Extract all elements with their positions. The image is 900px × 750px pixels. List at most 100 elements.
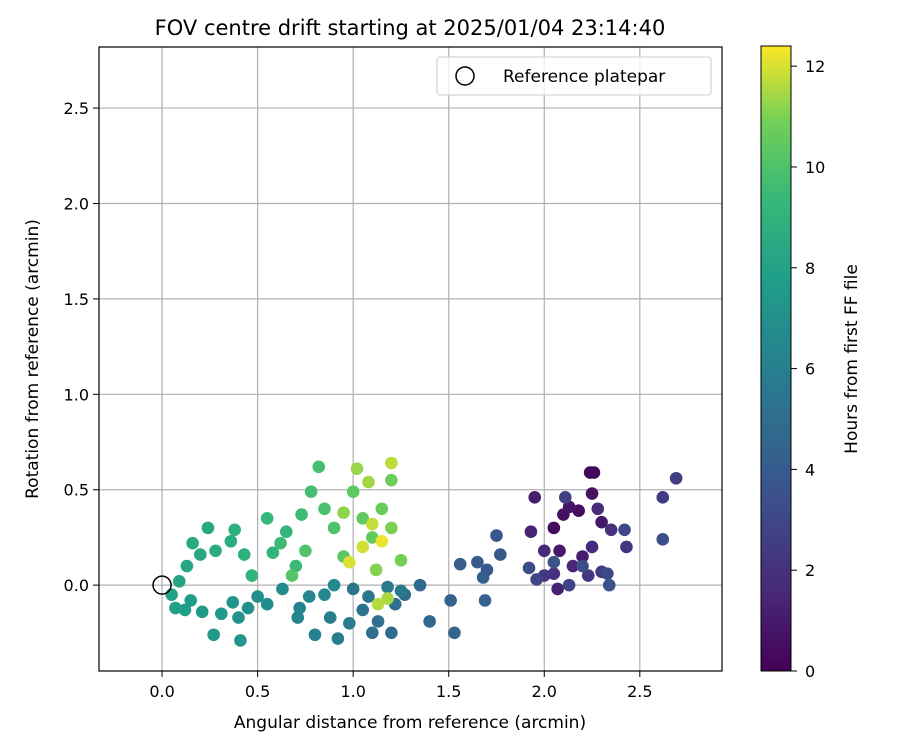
y-axis-label: Rotation from reference (arcmin) (23, 219, 43, 499)
colorbar-tick-label: 0 (805, 662, 815, 681)
scatter-point (530, 573, 543, 586)
scatter-point (356, 512, 370, 525)
x-tick-label: 1.0 (340, 682, 365, 701)
scatter-point (522, 561, 536, 575)
scatter-point (547, 521, 561, 535)
scatter-points (165, 456, 683, 647)
y-tick-label: 0.0 (64, 576, 89, 595)
scatter-point (201, 521, 215, 535)
scatter-point (232, 611, 245, 624)
scatter-point (346, 582, 360, 596)
scatter-point (180, 559, 194, 573)
scatter-point (385, 456, 398, 470)
scatter-point (362, 590, 375, 603)
scatter-point (576, 559, 589, 573)
reference-platepar-marker (152, 575, 172, 595)
colorbar-label: Hours from first FF file (842, 264, 862, 454)
scatter-point (346, 485, 360, 498)
scatter-point (478, 594, 492, 607)
scatter-point (165, 588, 178, 601)
scatter-point (362, 475, 375, 489)
scatter-point (186, 536, 199, 550)
scatter-point (604, 523, 618, 537)
scatter-point (302, 590, 316, 603)
scatter-point (385, 626, 398, 640)
y-tick-label: 2.5 (64, 99, 89, 118)
y-tick-label: 1.5 (64, 290, 89, 309)
scatter-point (385, 521, 398, 535)
scatter-point (285, 569, 299, 582)
scatter-point (572, 504, 585, 518)
scatter-point (343, 616, 356, 630)
scatter-point (381, 592, 394, 605)
scatter-point (291, 611, 305, 624)
scatter-point (178, 603, 192, 617)
colorbar-tick-label: 6 (805, 360, 815, 379)
scatter-point (423, 615, 436, 628)
scatter-point (184, 594, 198, 607)
scatter-point (601, 567, 614, 580)
scatter-point (327, 521, 341, 535)
colorbar-ticks: 0 2 4 6 8 10 12 (791, 57, 825, 681)
scatter-point (591, 502, 605, 516)
colorbar-tick-label: 10 (805, 158, 825, 177)
colorbar-tick-label: 4 (805, 460, 815, 479)
scatter-point (209, 544, 222, 558)
colorbar-tick-label: 8 (805, 259, 815, 278)
scatter-point (562, 500, 576, 514)
scatter-point (585, 487, 599, 500)
scatter-point (237, 548, 251, 561)
y-tick-label: 0.5 (64, 481, 89, 500)
scatter-point (293, 601, 306, 615)
scatter-point (585, 540, 599, 554)
scatter-point (581, 569, 595, 582)
y-tick-label: 2.0 (64, 194, 89, 213)
scatter-point (266, 546, 280, 559)
scatter-point (215, 607, 228, 621)
scatter-point (385, 473, 398, 487)
scatter-point (318, 502, 331, 516)
scatter-point (245, 569, 259, 582)
scatter-point (350, 462, 364, 476)
scatter-point (274, 536, 287, 550)
scatter-point (195, 605, 209, 619)
scatter-point (356, 540, 370, 554)
chart-title: FOV centre drift starting at 2025/01/04 … (155, 16, 666, 40)
scatter-point (394, 584, 408, 598)
x-tick-label: 2.0 (532, 682, 557, 701)
x-tick-label: 0.5 (245, 682, 270, 701)
scatter-point (193, 548, 207, 561)
scatter-point (490, 529, 503, 542)
scatter-point (453, 557, 467, 571)
scatter-point (337, 506, 350, 519)
scatter-point (448, 626, 461, 640)
x-axis-ticks: 0.0 0.5 1.0 1.5 2.0 2.5 (149, 671, 653, 701)
scatter-point (413, 578, 427, 592)
scatter-point (547, 555, 561, 569)
scatter-point (169, 601, 182, 615)
scatter-point (528, 491, 542, 504)
scatter-point (279, 525, 293, 538)
scatter-point (251, 590, 264, 603)
legend-box (436, 56, 712, 96)
plot-frame (98, 46, 723, 672)
scatter-point (308, 628, 322, 642)
scatter-point (547, 567, 561, 580)
scatter-point (371, 597, 385, 611)
x-tick-label: 1.5 (436, 682, 461, 701)
scatter-point (260, 512, 274, 525)
scatter-point (327, 578, 341, 592)
scatter-point (471, 555, 484, 569)
scatter-point (587, 466, 601, 479)
scatter-point (618, 523, 631, 537)
scatter-point (558, 491, 572, 504)
scatter-point (241, 601, 255, 615)
scatter-point (304, 485, 318, 498)
scatter-point (562, 578, 576, 592)
scatter-point (289, 559, 303, 573)
y-axis-ticks: 0.0 0.5 1.0 1.5 2.0 2.5 (64, 99, 99, 595)
scatter-point (476, 571, 490, 584)
scatter-point (234, 634, 247, 647)
scatter-point (669, 471, 683, 485)
